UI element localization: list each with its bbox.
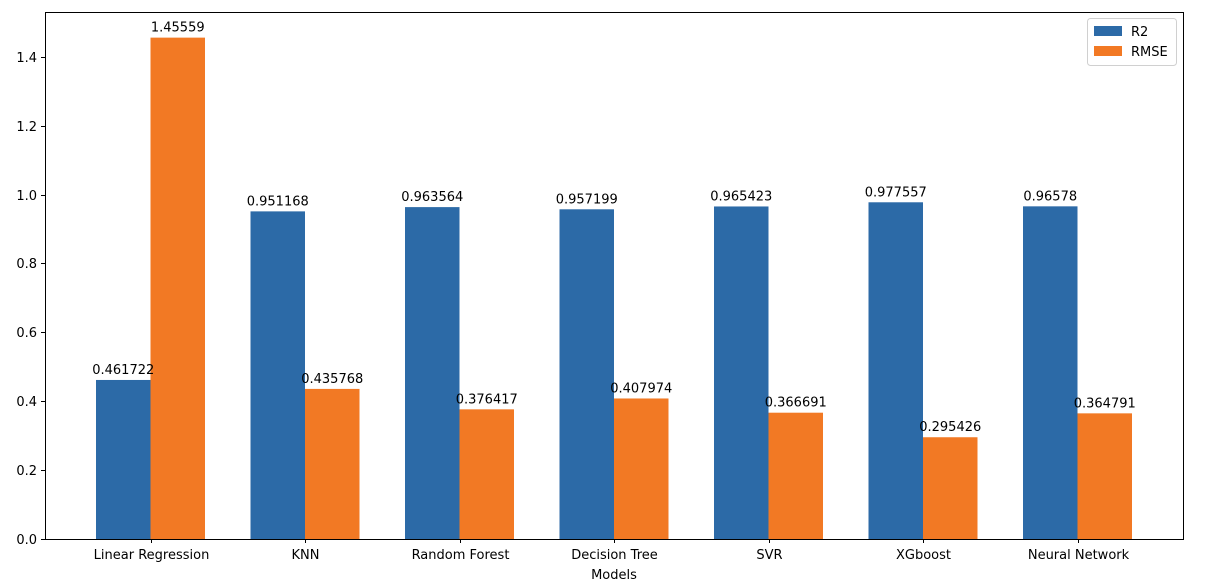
y-tick-label: 0.2 <box>16 464 37 479</box>
x-axis: Linear Regression KNN Random Forest Decisio… <box>94 539 1130 563</box>
legend-swatch-r2 <box>1094 26 1122 36</box>
data-label-rmse-1: 0.435768 <box>301 372 363 387</box>
y-tick-label: 0.6 <box>16 326 37 341</box>
legend-label-rmse: RMSE <box>1131 45 1168 60</box>
bar-rmse-0 <box>150 37 205 539</box>
data-label-r2-2: 0.963564 <box>401 190 463 205</box>
x-tick-label: KNN <box>292 548 320 563</box>
data-label-r2-4: 0.965423 <box>710 189 772 204</box>
y-tick-label: 0.0 <box>16 533 37 548</box>
legend: R2 RMSE <box>1087 18 1177 66</box>
y-tick-label: 1.2 <box>16 120 37 135</box>
x-tick-label: XGboost <box>896 548 951 563</box>
x-axis-title: Models <box>591 568 637 583</box>
legend-swatch-rmse <box>1094 46 1122 56</box>
bar-r2-1 <box>250 211 305 539</box>
y-tick-label: 1.0 <box>16 189 37 204</box>
data-label-rmse-0: 1.45559 <box>151 21 205 36</box>
bar-r2-0 <box>96 379 151 539</box>
x-tick-label: Random Forest <box>412 548 510 563</box>
y-tick-label: 1.4 <box>16 51 37 66</box>
data-label-r2-5: 0.977557 <box>865 185 927 200</box>
data-label-r2-1: 0.951168 <box>247 194 309 209</box>
data-label-rmse-2: 0.376417 <box>456 392 518 407</box>
data-label-rmse-4: 0.366691 <box>765 396 827 411</box>
x-tick-label: Neural Network <box>1028 548 1130 563</box>
data-label-r2-0: 0.461722 <box>92 363 154 378</box>
data-label-r2-3: 0.957199 <box>556 192 618 207</box>
bar-rmse-4 <box>768 412 823 539</box>
y-axis: 0.0 0.2 0.4 0.6 0.8 1.0 1.2 1.4 <box>16 51 45 548</box>
y-tick-label: 0.8 <box>16 257 37 272</box>
legend-label-r2: R2 <box>1131 25 1148 40</box>
y-tick-label: 0.4 <box>16 395 37 410</box>
bar-r2-6 <box>1023 206 1078 539</box>
data-label-rmse-6: 0.364791 <box>1074 396 1136 411</box>
bar-rmse-3 <box>614 398 669 539</box>
bar-r2-2 <box>405 207 460 540</box>
data-label-r2-6: 0.96578 <box>1023 189 1077 204</box>
bars-layer <box>96 37 1132 540</box>
data-label-rmse-3: 0.407974 <box>610 381 672 396</box>
bar-r2-5 <box>868 202 923 539</box>
bar-r2-3 <box>559 209 614 539</box>
bar-rmse-1 <box>305 388 360 539</box>
data-labels-layer: 0.461722 1.45559 0.951168 0.435768 0.963564 0… <box>92 21 1136 436</box>
x-tick-label: SVR <box>756 548 782 563</box>
bar-rmse-2 <box>459 409 514 539</box>
bar-rmse-6 <box>1077 413 1132 539</box>
data-label-rmse-5: 0.295426 <box>919 420 981 435</box>
x-tick-label: Linear Regression <box>94 548 210 563</box>
x-tick-label: Decision Tree <box>571 548 658 563</box>
bar-rmse-5 <box>923 437 978 539</box>
bar-r2-4 <box>714 206 769 540</box>
